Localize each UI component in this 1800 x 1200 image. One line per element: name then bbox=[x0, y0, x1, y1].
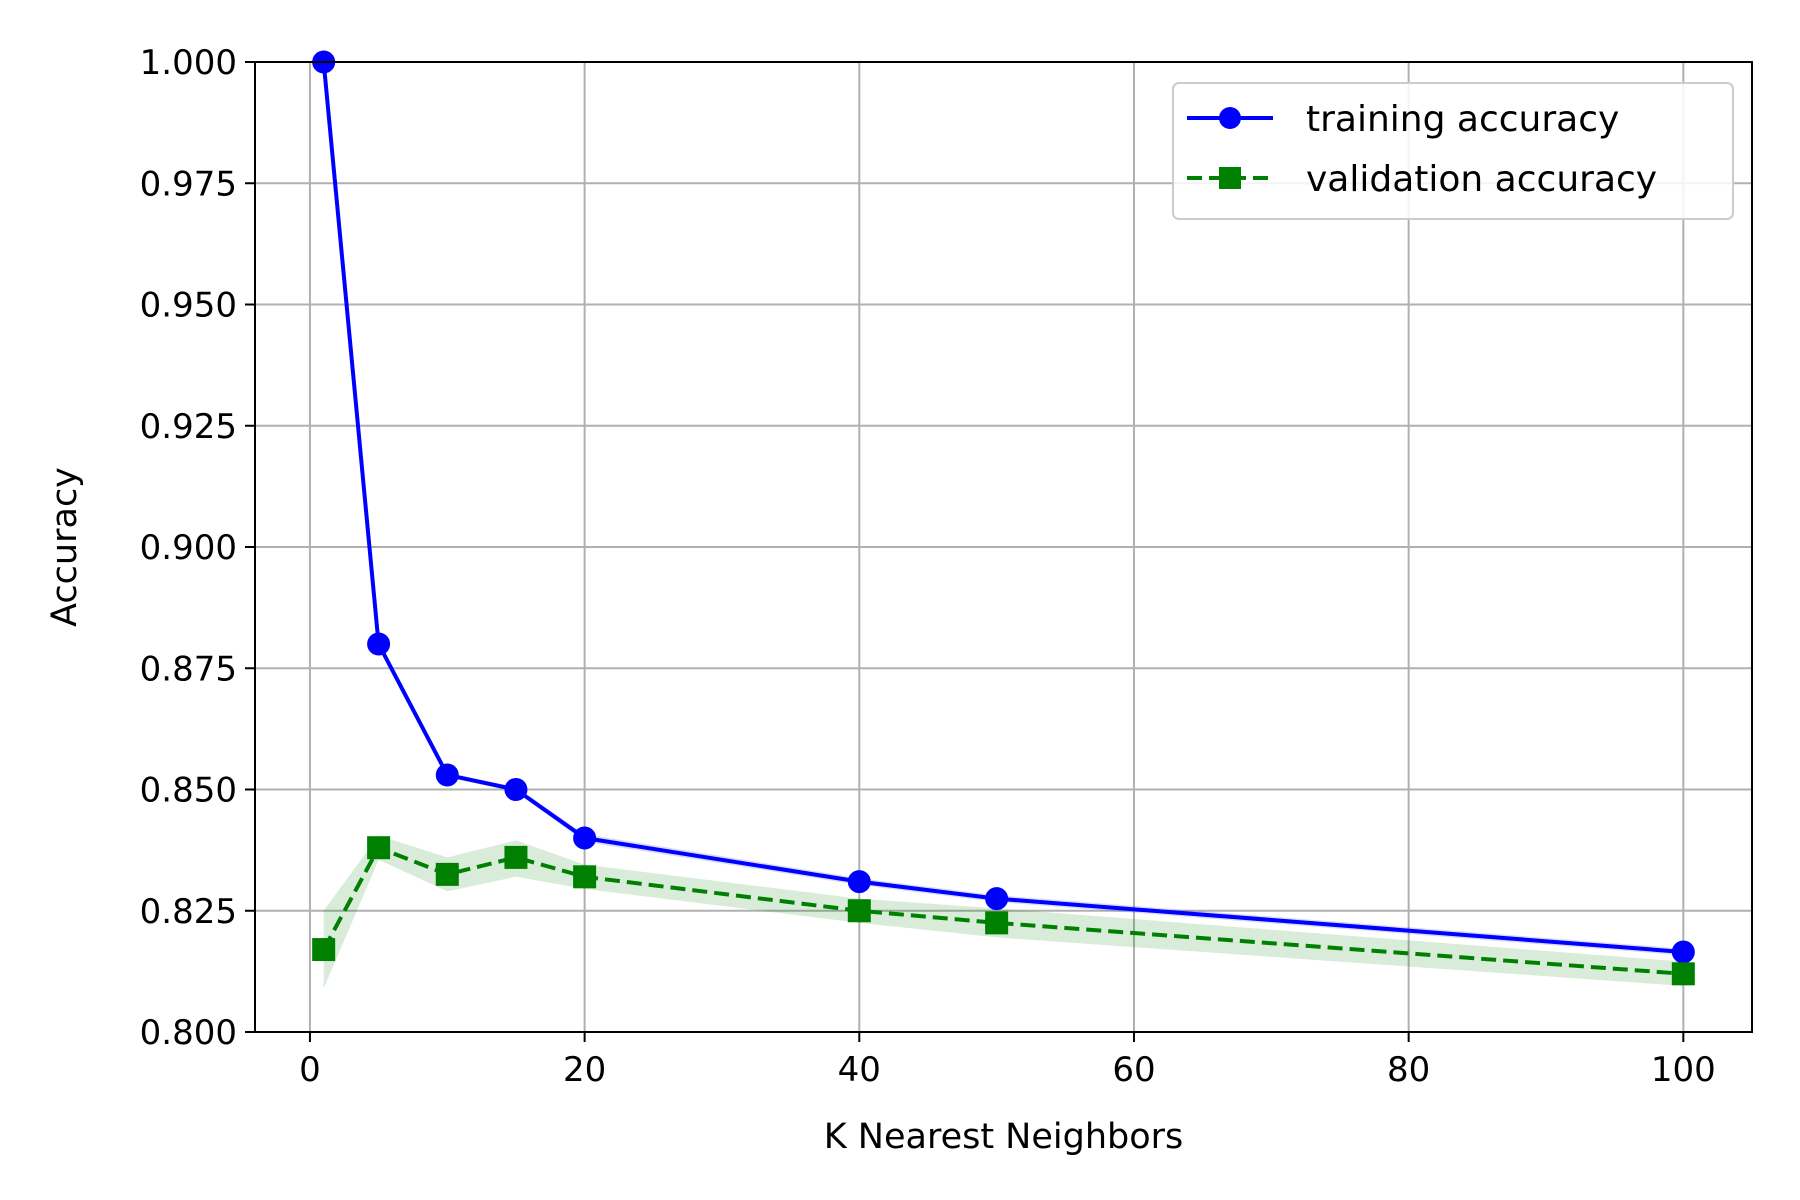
training-accuracy-point bbox=[573, 826, 597, 850]
y-tick-label: 0.900 bbox=[140, 528, 237, 568]
validation-accuracy-point bbox=[1671, 962, 1695, 986]
validation-accuracy-point bbox=[504, 845, 528, 869]
x-tick-label: 20 bbox=[563, 1050, 606, 1090]
x-tick-label: 100 bbox=[1651, 1050, 1716, 1090]
legend-training-accuracy-marker bbox=[1219, 107, 1241, 129]
y-tick-label: 0.825 bbox=[140, 892, 237, 932]
training-accuracy-point bbox=[367, 632, 391, 656]
x-tick-label: 60 bbox=[1112, 1050, 1155, 1090]
y-tick-label: 0.950 bbox=[140, 286, 237, 326]
legend-box bbox=[1172, 82, 1734, 220]
validation-accuracy-point bbox=[367, 836, 391, 860]
training-accuracy-point bbox=[504, 778, 528, 801]
legend-validation-accuracy-marker bbox=[1219, 167, 1241, 189]
validation-accuracy-point bbox=[985, 911, 1009, 935]
y-axis-label: Accuracy bbox=[45, 467, 85, 627]
x-tick-label: 80 bbox=[1387, 1050, 1430, 1090]
y-tick-label: 0.800 bbox=[140, 1013, 237, 1053]
legend-validation-accuracy-label: validation accuracy bbox=[1306, 159, 1657, 200]
y-tick-label: 0.975 bbox=[140, 164, 237, 204]
series-markers bbox=[312, 50, 1695, 986]
training-accuracy-point bbox=[985, 887, 1009, 911]
training-accuracy-point bbox=[847, 870, 871, 894]
y-tick-label: 0.850 bbox=[140, 771, 237, 811]
axis-ticks: 0 20 40 60 80 100 0.800 0.825 0.850 0.875 0.900 0.9… bbox=[140, 43, 1716, 1090]
y-tick-label: 0.875 bbox=[140, 649, 237, 689]
series-lines bbox=[321, 61, 1684, 976]
training-accuracy-point bbox=[435, 763, 459, 787]
legend-training-accuracy-label: training accuracy bbox=[1306, 99, 1619, 140]
training-accuracy-point bbox=[1671, 940, 1695, 964]
validation-accuracy-line bbox=[321, 845, 1684, 976]
x-tick-label: 0 bbox=[299, 1050, 321, 1090]
validation-accuracy-point bbox=[435, 862, 459, 886]
validation-accuracy-point bbox=[847, 899, 871, 923]
validation-accuracy-point bbox=[573, 865, 597, 889]
y-tick-label: 0.925 bbox=[140, 407, 237, 447]
y-tick-label: 1.000 bbox=[140, 43, 237, 83]
training-accuracy-line bbox=[321, 61, 1684, 954]
x-axis-label: K Nearest Neighbors bbox=[824, 1117, 1184, 1157]
legend: training accuracy validation accuracy bbox=[1172, 82, 1734, 220]
x-tick-label: 40 bbox=[838, 1050, 881, 1090]
validation-accuracy-point bbox=[312, 938, 336, 962]
